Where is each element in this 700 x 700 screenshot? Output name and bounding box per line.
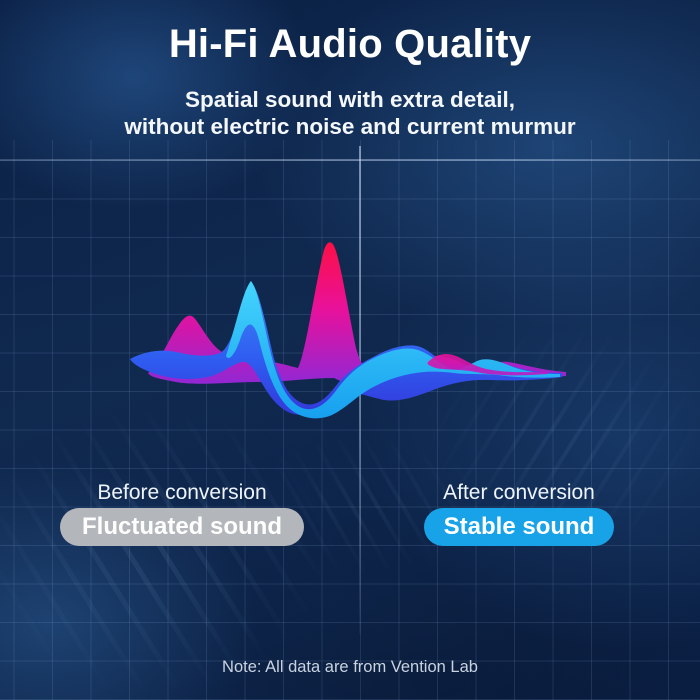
- subtitle-line-1: Spatial sound with extra detail,: [184, 87, 516, 112]
- horizontal-axis-line: [0, 159, 700, 161]
- subtitle-line-2: without electric noise and current murmu…: [124, 114, 576, 139]
- data-source-note: Note: All data are from Vention Lab: [222, 658, 478, 676]
- page-title: Hi-Fi Audio Quality: [168, 22, 532, 66]
- before-conversion-caption: Before conversion: [97, 481, 267, 504]
- wave-magenta-curl: [427, 354, 548, 376]
- fluctuated-sound-badge: Fluctuated sound: [60, 508, 304, 546]
- after-conversion-caption: After conversion: [443, 481, 595, 504]
- blueprint-grid: [0, 140, 700, 700]
- stable-sound-badge: Stable sound: [424, 508, 614, 546]
- fluctuated-sound-badge-label: Fluctuated sound: [82, 513, 282, 540]
- stable-sound-badge-label: Stable sound: [443, 513, 595, 540]
- page-subtitle: Spatial sound with extra detail, without…: [0, 86, 700, 140]
- wave-blue-ribbon: [130, 283, 562, 415]
